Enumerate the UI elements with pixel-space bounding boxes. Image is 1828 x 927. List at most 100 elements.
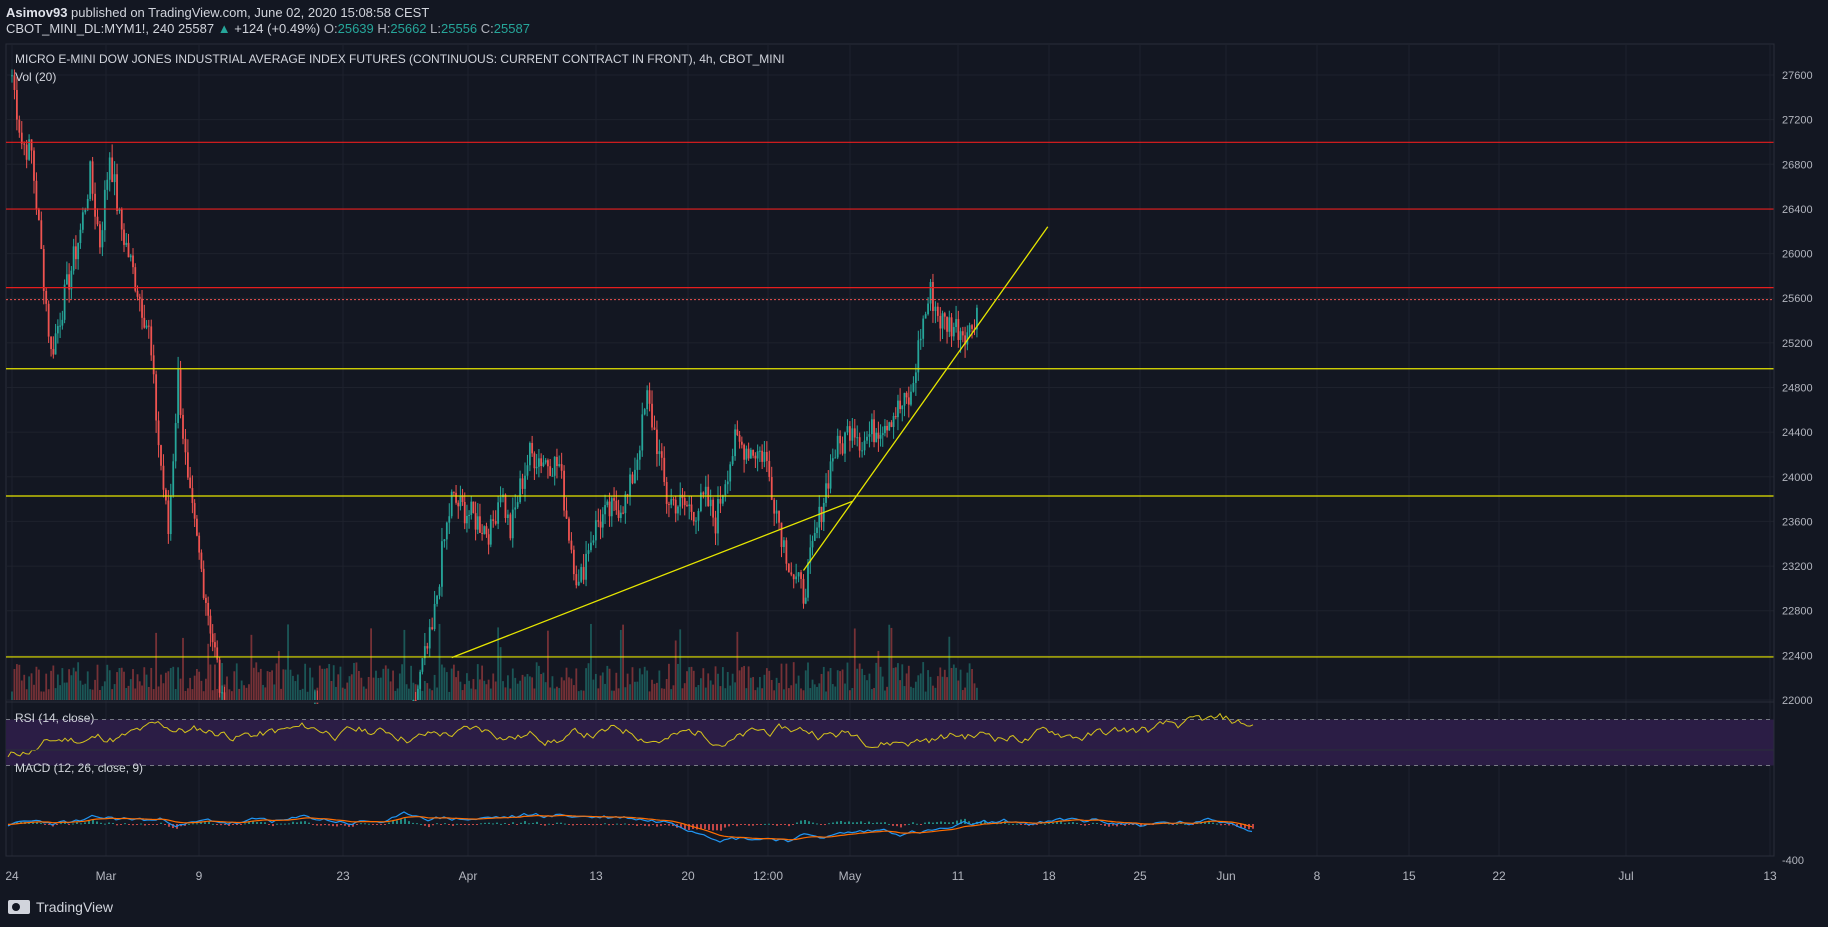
candle-body (20, 132, 23, 144)
candle-body (59, 325, 62, 327)
macd-histogram-bar (80, 823, 82, 825)
macd-histogram-bar (680, 824, 682, 829)
volume-bar (721, 667, 724, 700)
candle-body (459, 495, 462, 507)
volume-bar (731, 673, 734, 700)
macd-histogram-bar (472, 824, 474, 825)
volume-bar (15, 664, 18, 700)
candle-body (177, 369, 180, 424)
macd-histogram-bar (860, 821, 862, 824)
publisher-name[interactable]: Asimov93 (6, 5, 68, 20)
candle-body (875, 432, 878, 443)
volume-bar (306, 691, 309, 700)
volume-bar (535, 662, 538, 700)
volume-bar (216, 688, 219, 700)
candle-body (147, 325, 150, 327)
volume-bars (11, 623, 978, 700)
macd-histogram-bar (184, 824, 186, 826)
volume-bar (775, 677, 778, 700)
volume-bar (901, 664, 904, 700)
volume-bar (321, 668, 324, 700)
macd-histogram-bar (800, 820, 802, 824)
candle-body (778, 510, 780, 523)
price-tick-label: 23600 (1782, 516, 1813, 528)
candle-body (888, 422, 891, 431)
volume-bar (339, 666, 342, 700)
volume-bar (410, 665, 413, 700)
candle-body (314, 702, 316, 704)
volume-bar (542, 672, 545, 700)
rsi-pane: 80.0040.00 (6, 701, 1810, 766)
candle-body (780, 522, 783, 547)
volume-bar (656, 682, 658, 700)
macd-histogram-bar (420, 823, 422, 825)
volume-bar (910, 686, 912, 700)
volume-bar (888, 624, 891, 700)
candle-body (547, 460, 549, 467)
volume-bar (396, 688, 399, 700)
volume-bar (582, 690, 585, 700)
symbol-name[interactable]: CBOT_MINI_DL:MYM1!, 240 (6, 21, 175, 36)
macd-histogram-bar (700, 824, 702, 830)
volume-bar (179, 678, 182, 700)
candle-body (184, 438, 187, 453)
macd-histogram-bar (1124, 824, 1126, 826)
volume-bar (292, 675, 294, 700)
volume-bar (570, 678, 573, 700)
volume-bar (827, 671, 830, 700)
candle-body (549, 466, 552, 476)
candle-body (134, 267, 137, 291)
volume-bar (209, 664, 212, 700)
volume-bar (132, 669, 134, 700)
volume-bar (585, 668, 587, 700)
volume-bar (634, 681, 636, 700)
candle-body (141, 298, 143, 318)
candle-body (551, 475, 554, 477)
candle-body (802, 578, 805, 604)
macd-histogram-bar (968, 821, 970, 824)
volume-bar (738, 670, 741, 700)
macd-histogram-bar (960, 819, 962, 824)
tradingview-logo[interactable]: TradingView (8, 899, 113, 915)
volume-bar (648, 691, 651, 700)
candle-body (540, 458, 543, 466)
macd-histogram-bar (888, 823, 890, 825)
macd-histogram-bar (280, 823, 282, 825)
candle-body (72, 246, 75, 271)
volume-bar (597, 688, 600, 700)
macd-histogram-bar (1176, 823, 1178, 825)
volume-bar (577, 691, 580, 700)
candle-body (783, 540, 785, 547)
candle-body (577, 581, 580, 586)
candle-body (468, 514, 470, 516)
volume-bar (936, 676, 939, 700)
volume-bar (226, 676, 228, 700)
candle-body (461, 495, 464, 502)
candle-body (734, 429, 736, 457)
candle-body (186, 452, 189, 478)
macd-histogram-bar (924, 822, 926, 824)
candle-body (202, 568, 205, 598)
volume-bar (284, 669, 287, 700)
volume-bar (245, 687, 248, 700)
volume-bar (20, 680, 23, 700)
macd-histogram-bar (632, 824, 634, 825)
volume-bar (670, 689, 673, 700)
volume-bar (886, 686, 888, 700)
macd-histogram-bar (312, 824, 314, 825)
header-bar: Asimov93 published on TradingView.com, J… (0, 0, 1828, 44)
volume-bar (165, 672, 167, 700)
time-axis: 24 Mar 9 23 Apr 13 20 12:00 May 11 18 25 Jun 8 15 22 Jul… (5, 855, 1777, 883)
candle-body (63, 284, 66, 320)
volume-bar (884, 690, 886, 700)
symbol-line: CBOT_MINI_DL:MYM1!, 240 25587 ▲ +124 (+0… (6, 21, 530, 36)
volume-bar (367, 677, 370, 700)
chart-canvas[interactable]: 2699726399256952496823828223862558751:03… (0, 0, 1828, 890)
volume-bar (502, 681, 504, 700)
candle-body (668, 503, 670, 505)
candle-body (841, 443, 844, 454)
volume-bar (332, 665, 335, 700)
trendline (802, 226, 1049, 571)
volume-bar (553, 688, 556, 700)
volume-bar (205, 678, 207, 700)
